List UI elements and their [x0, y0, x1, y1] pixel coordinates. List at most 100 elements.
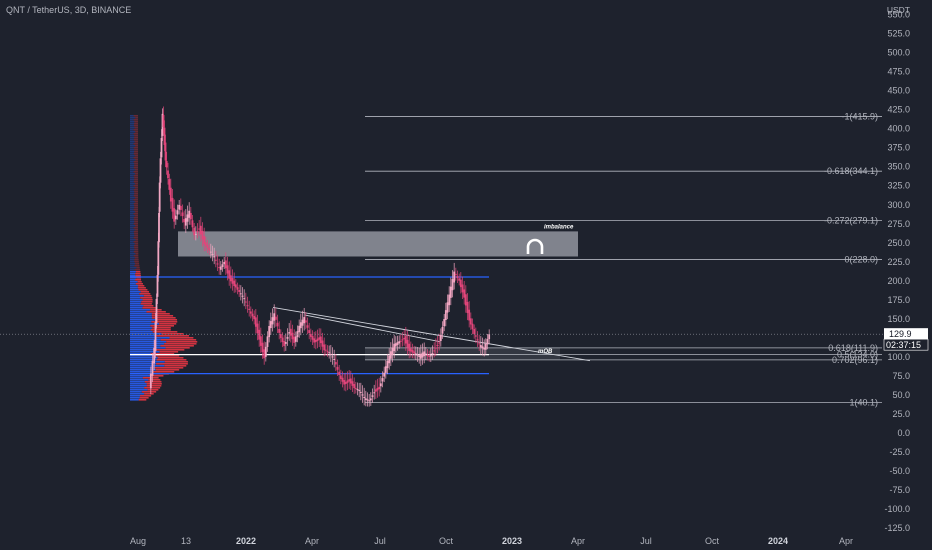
candle-body — [453, 271, 456, 283]
candle-body — [441, 326, 444, 334]
candle-body — [206, 245, 209, 249]
zones: imbalance mOB — [178, 224, 578, 360]
y-tick-label: 550.0 — [887, 10, 910, 20]
y-tick-label: 50.0 — [892, 390, 910, 400]
volume-bar-buy — [130, 207, 135, 209]
volume-bar-buy — [130, 157, 134, 159]
volume-bar-sell — [134, 205, 139, 207]
volume-bar-sell — [134, 149, 138, 151]
candle-body — [371, 395, 374, 397]
candle-body — [256, 323, 259, 334]
candle-body — [203, 236, 206, 245]
volume-bar-buy — [130, 387, 145, 389]
volume-bar-sell — [134, 121, 138, 123]
volume-bar-buy — [130, 153, 134, 155]
volume-bar-sell — [133, 185, 139, 187]
imbalance-label: imbalance — [544, 224, 574, 230]
volume-bar-sell — [151, 321, 178, 323]
volume-bar-sell — [135, 131, 138, 133]
volume-bar-buy — [130, 369, 156, 371]
volume-bar-sell — [136, 267, 140, 269]
volume-bar-sell — [156, 335, 190, 337]
volume-bar-buy — [130, 277, 137, 279]
volume-bar-buy — [130, 205, 135, 207]
volume-bar-buy — [130, 219, 135, 221]
candle-body — [176, 210, 179, 215]
candle-body — [311, 336, 314, 340]
magnet-icon[interactable] — [526, 238, 544, 254]
candle-body — [329, 353, 332, 355]
candle-body — [459, 279, 462, 288]
volume-bar-sell — [135, 271, 141, 273]
volume-bar-sell — [144, 381, 162, 383]
volume-bar-buy — [130, 145, 136, 147]
candle-body — [374, 389, 377, 392]
candle-body — [299, 322, 302, 329]
volume-bar-sell — [135, 273, 141, 275]
volume-bar-sell — [141, 301, 153, 303]
volume-bar-sell — [134, 215, 139, 217]
volume-bar-buy — [130, 117, 136, 119]
candle-body — [331, 356, 334, 358]
volume-bar-sell — [133, 161, 138, 163]
candle-body — [208, 247, 211, 251]
candle-body — [389, 351, 392, 359]
volume-bar-sell — [134, 197, 139, 199]
volume-bar-sell — [135, 263, 140, 265]
candle-body — [249, 311, 252, 314]
candle-body — [266, 336, 269, 347]
candle-body — [171, 197, 174, 212]
volume-bar-buy — [130, 319, 158, 321]
volume-bar-buy — [130, 309, 151, 311]
volume-bar-sell — [134, 257, 139, 259]
volume-bar-buy — [130, 241, 134, 243]
candle-body — [419, 353, 422, 359]
volume-bar-buy — [130, 247, 135, 249]
candle-body — [379, 383, 382, 387]
candle-body — [386, 360, 389, 369]
volume-bar-sell — [134, 229, 139, 231]
candle-body — [284, 342, 287, 344]
volume-bar-buy — [130, 121, 135, 123]
volume-bar-sell — [133, 157, 138, 159]
candle-body — [409, 348, 412, 352]
candle-body — [444, 310, 447, 320]
volume-bar-sell — [150, 325, 175, 327]
candle-body — [181, 212, 184, 217]
candle-body — [158, 212, 160, 243]
volume-bar-buy — [130, 235, 135, 237]
candle-body — [233, 280, 236, 287]
candle-body — [359, 391, 362, 393]
volume-bar-sell — [134, 247, 139, 249]
volume-bar-buy — [130, 359, 157, 361]
volume-bar-buy — [130, 167, 134, 169]
candle-body — [254, 317, 257, 327]
volume-bar-sell — [133, 255, 139, 257]
volume-bar-sell — [133, 167, 138, 169]
volume-bar-buy — [130, 255, 134, 257]
volume-bar-sell — [139, 293, 151, 295]
candle-body — [443, 319, 446, 327]
volume-bar-buy — [130, 169, 135, 171]
candle-body — [246, 305, 249, 307]
x-tick-label: 13 — [181, 536, 191, 546]
volume-bar-buy — [130, 203, 134, 205]
volume-bar-sell — [133, 119, 138, 121]
volume-bar-buy — [130, 323, 160, 325]
volume-bar-buy — [130, 175, 134, 177]
y-tick-label: 250.0 — [887, 238, 910, 248]
candle-body — [194, 233, 197, 235]
y-tick-label: 375.0 — [887, 143, 910, 153]
candle-body — [484, 343, 487, 350]
volume-bar-buy — [130, 343, 165, 345]
candle-body — [414, 353, 417, 355]
volume-bar-buy — [130, 221, 135, 223]
volume-bar-buy — [130, 187, 135, 189]
candle-body — [381, 378, 384, 382]
volume-bar-buy — [130, 237, 134, 239]
candle-body — [276, 322, 279, 327]
volume-bar-buy — [130, 131, 136, 133]
candle-body — [411, 349, 414, 353]
volume-bar-sell — [147, 389, 159, 391]
